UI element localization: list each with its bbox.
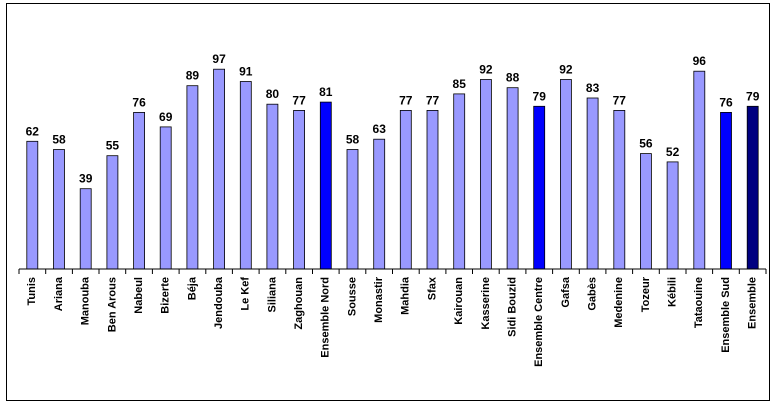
bar-le-kef (239, 81, 252, 270)
x-axis-ticks (18, 269, 767, 274)
value-label: 76 (719, 95, 733, 109)
value-label: 79 (746, 89, 760, 103)
bar-tunis (26, 140, 39, 270)
value-label: 77 (426, 93, 440, 107)
value-label: 39 (79, 172, 93, 186)
category-label: Ensemble Centre (533, 277, 545, 367)
value-label: 52 (666, 145, 680, 159)
category-label: Tunis (26, 277, 38, 306)
category-label: Le Kef (240, 277, 252, 311)
bar-gabès (586, 97, 599, 270)
category-label: Sidi Bouzid (507, 277, 519, 337)
category-label: Mahdia (400, 276, 412, 315)
category-label: Sfax (426, 276, 438, 300)
category-label: Ariana (53, 276, 65, 311)
value-label: 85 (453, 77, 467, 91)
category-label: Siliana (266, 276, 278, 312)
category-label: Jendouba (213, 276, 225, 329)
value-label: 69 (159, 110, 173, 124)
bar-gafsa (560, 79, 572, 270)
bar-ensemble (746, 105, 759, 270)
category-label: Kairouan (453, 277, 465, 325)
category-label: Tozeur (640, 276, 652, 312)
bar-ensemble-sud (720, 112, 732, 270)
category-label: Ensemble Nord (320, 277, 332, 358)
value-label: 80 (266, 87, 280, 101)
value-label: 83 (586, 81, 600, 95)
value-label: 77 (399, 93, 413, 107)
category-label: Ensemble Sud (720, 277, 732, 353)
category-label: Bizerte (160, 277, 172, 314)
category-label: Ben Arous (106, 277, 118, 332)
bar-kébili (666, 161, 679, 270)
value-label: 92 (559, 63, 573, 77)
chart-frame: 62 58 39 55 76 69 89 97 91 80 77 81 58 63 77 77 85 92 88 79… (6, 3, 770, 401)
value-label: 91 (239, 65, 253, 79)
category-label: Nabeul (133, 277, 145, 314)
category-label: Zaghouan (293, 277, 305, 330)
category-label: Gafsa (560, 276, 572, 307)
category-label: Monastir (373, 276, 385, 323)
value-label: 76 (132, 95, 146, 109)
value-label: 63 (373, 122, 387, 136)
bar-ben-arous (106, 155, 119, 270)
value-label: 79 (533, 89, 547, 103)
value-label: 97 (212, 52, 226, 66)
value-label: 58 (346, 133, 360, 147)
category-label: Béja (186, 276, 198, 300)
category-labels-group: Tunis Ariana Manouba Ben Arous Nabeul Bizerte… (26, 276, 758, 367)
bar-ensemble-nord (319, 101, 332, 270)
bar-manouba (79, 188, 92, 270)
bar-sidi-bouzid (506, 87, 519, 270)
bar-monastir (373, 138, 386, 270)
value-label: 81 (319, 85, 333, 99)
bar-tozeur (640, 153, 652, 270)
category-label: Ensemble (747, 277, 759, 329)
category-label: Kébili (667, 277, 679, 307)
value-label: 89 (186, 69, 200, 83)
value-label: 88 (506, 71, 520, 85)
value-label: 96 (693, 54, 707, 68)
category-label: Medenine (613, 277, 625, 328)
bar-sousse (346, 149, 359, 270)
bar-nabeul (133, 112, 145, 270)
value-label: 92 (479, 63, 493, 77)
category-label: Kasserine (480, 277, 492, 330)
bar-sfax (426, 110, 439, 270)
category-label: Manouba (80, 276, 92, 325)
bar-zaghouan (293, 110, 306, 270)
value-label: 62 (26, 124, 40, 138)
bars-group (26, 68, 759, 270)
bar-bizerte (159, 126, 172, 270)
value-label: 58 (52, 133, 66, 147)
value-label: 55 (106, 139, 120, 153)
bar-béja (186, 85, 199, 270)
value-label: 77 (292, 93, 306, 107)
bar-ensemble-centre (533, 105, 546, 270)
bar-medenine (613, 110, 626, 270)
value-labels-group: 62 58 39 55 76 69 89 97 91 80 77 81 58 63 77 77 85 92 88 79… (26, 52, 760, 186)
bar-tataouine (693, 70, 706, 270)
value-label: 56 (639, 137, 653, 151)
bar-kasserine (479, 79, 492, 270)
bar-ariana (53, 149, 65, 270)
value-label: 77 (613, 93, 627, 107)
category-label: Gabès (587, 277, 599, 311)
bar-kairouan (453, 93, 466, 270)
bar-siliana (266, 103, 279, 270)
category-label: Tataouine (693, 277, 705, 328)
bar-jendouba (213, 68, 226, 270)
category-label: Sousse (346, 277, 358, 316)
bar-chart: 62 58 39 55 76 69 89 97 91 80 77 81 58 63 77 77 85 92 88 79… (18, 52, 767, 367)
bar-mahdia (399, 110, 412, 270)
